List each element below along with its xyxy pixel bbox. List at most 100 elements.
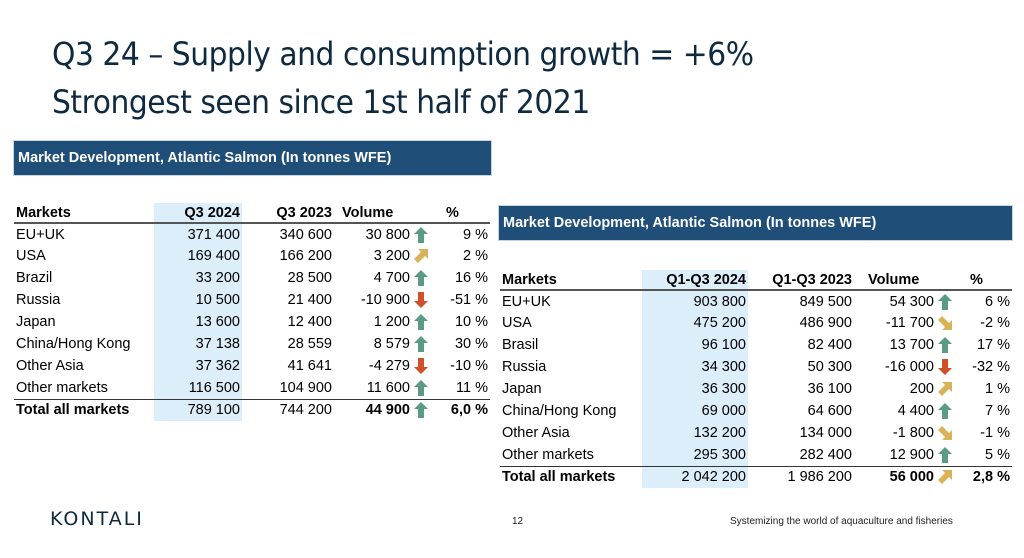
current-value: 69 000 <box>642 400 748 422</box>
volume-change: 8 579 <box>334 333 430 355</box>
percent-change: 30 % <box>454 336 488 352</box>
arrow-up-right-icon <box>938 382 952 396</box>
current-value: 37 138 <box>154 333 242 355</box>
current-value: 96 100 <box>642 334 748 356</box>
percent-change: -2 % <box>980 315 1010 331</box>
current-value: 116 500 <box>154 377 242 399</box>
volume-value: 8 579 <box>373 336 410 352</box>
table-row: Brasil 96 100 82 400 13 700 17 % <box>500 334 1012 356</box>
page-number: 12 <box>512 516 524 527</box>
total-row: Total all markets 789 100 744 200 44 900 6,0… <box>14 398 490 421</box>
table-row: USA 475 200 486 900 -11 700 -2 % <box>500 312 1012 334</box>
previous-value: 166 200 <box>279 248 332 264</box>
market-name: Total all markets <box>500 465 642 488</box>
previous-value: 50 300 <box>807 359 852 375</box>
volume-value: -11 700 <box>885 315 934 331</box>
volume-change: 30 800 <box>334 223 430 245</box>
arrow-up-right-icon <box>938 470 952 485</box>
market-name: Other markets <box>16 379 108 396</box>
header-volume: Volume <box>334 203 430 224</box>
volume-change: 4 400 <box>854 400 954 422</box>
table-row: China/Hong Kong 69 000 64 600 4 400 7 % <box>500 400 1012 422</box>
arrow-up-icon <box>414 402 428 419</box>
arrow-up-icon <box>414 270 428 286</box>
arrow-up-icon <box>414 336 428 352</box>
current-value: 371 400 <box>154 223 242 245</box>
percent-change: 10 % <box>454 314 488 330</box>
previous-value: 12 400 <box>287 314 332 330</box>
market-name: Total all markets <box>14 398 154 421</box>
arrow-down-icon <box>938 359 952 375</box>
volume-change: 54 300 <box>854 290 954 312</box>
arrow-up-icon <box>414 226 428 243</box>
current-value: 37 362 <box>154 355 242 377</box>
arrow-up-icon <box>414 379 428 396</box>
current-value: 13 600 <box>154 311 242 333</box>
arrow-up-icon <box>414 314 428 330</box>
market-name: Other Asia <box>16 358 84 374</box>
header-markets: Markets <box>500 270 642 291</box>
current-value: 169 400 <box>154 245 242 267</box>
volume-change: 11 600 <box>334 377 430 399</box>
percent-change: 6 % <box>985 293 1010 310</box>
market-name: EU+UK <box>502 293 551 310</box>
table-row: Russia 10 500 21 400 -10 900 -51 % <box>14 289 490 311</box>
volume-change: 3 200 <box>334 245 430 267</box>
ytd-market-table: Markets Q1-Q3 2024 Q1-Q3 2023 Volume % E… <box>500 270 1012 488</box>
table-header-row: Markets Q1-Q3 2024 Q1-Q3 2023 Volume % <box>500 270 1012 291</box>
table-row: EU+UK 903 800 849 500 54 300 6 % <box>500 290 1012 312</box>
volume-change: -10 900 <box>334 289 430 311</box>
percent-change: -1 % <box>980 425 1010 441</box>
percent-change: 6,0 % <box>430 398 490 421</box>
volume-value: 4 400 <box>897 403 934 419</box>
slide-title: Q3 24 – Supply and consumption growth = … <box>52 30 754 126</box>
previous-value: 134 000 <box>799 425 852 441</box>
volume-value: 4 700 <box>373 270 410 286</box>
table-row: USA 169 400 166 200 3 200 2 % <box>14 245 490 267</box>
volume-value: 13 700 <box>889 337 934 353</box>
market-name: Other Asia <box>502 425 570 441</box>
current-value: 789 100 <box>154 398 242 421</box>
previous-value: 1 986 200 <box>748 465 854 488</box>
percent-change: -32 % <box>972 359 1010 375</box>
arrow-down-icon <box>414 292 428 308</box>
market-name: USA <box>16 248 46 264</box>
arrow-up-icon <box>938 446 952 463</box>
market-name: Brasil <box>502 337 539 353</box>
volume-change: 1 200 <box>334 311 430 333</box>
percent-change: 17 % <box>976 337 1010 353</box>
market-name: Japan <box>502 381 542 397</box>
current-value: 2 042 200 <box>642 465 748 488</box>
percent-change: 2 % <box>463 248 488 264</box>
volume-value: 44 900 <box>365 402 410 419</box>
percent-change: 1 % <box>985 381 1010 397</box>
volume-change: -4 279 <box>334 355 430 377</box>
volume-change: 4 700 <box>334 267 430 289</box>
market-name: Russia <box>502 359 547 375</box>
volume-change: -16 000 <box>854 356 954 378</box>
current-value: 903 800 <box>642 290 748 312</box>
header-current: Q1-Q3 2024 <box>642 270 748 291</box>
arrow-up-icon <box>938 403 952 419</box>
previous-value: 82 400 <box>807 337 852 353</box>
current-value: 33 200 <box>154 267 242 289</box>
percent-change: 11 % <box>456 379 488 396</box>
q3-table-banner: Market Development, Atlantic Salmon (In … <box>13 140 492 176</box>
header-volume: Volume <box>854 270 954 291</box>
previous-value: 340 600 <box>279 226 332 243</box>
total-row: Total all markets 2 042 200 1 986 200 56 00… <box>500 465 1012 488</box>
previous-value: 64 600 <box>807 403 852 419</box>
volume-value: 200 <box>909 381 934 397</box>
market-name: China/Hong Kong <box>16 336 131 352</box>
percent-change: 9 % <box>463 226 488 243</box>
table-row: Brazil 33 200 28 500 4 700 16 % <box>14 267 490 289</box>
volume-change: 56 000 <box>854 465 954 488</box>
footer-tagline: Systemizing the world of aquaculture and… <box>730 516 953 527</box>
header-current: Q3 2024 <box>154 203 242 224</box>
previous-value: 282 400 <box>799 446 852 463</box>
table-row: Other markets 295 300 282 400 12 900 5 % <box>500 444 1012 466</box>
arrow-down-icon <box>414 358 428 374</box>
previous-value: 28 559 <box>287 336 332 352</box>
table-header-row: Markets Q3 2024 Q3 2023 Volume % <box>14 203 490 224</box>
volume-value: 11 600 <box>366 379 410 396</box>
